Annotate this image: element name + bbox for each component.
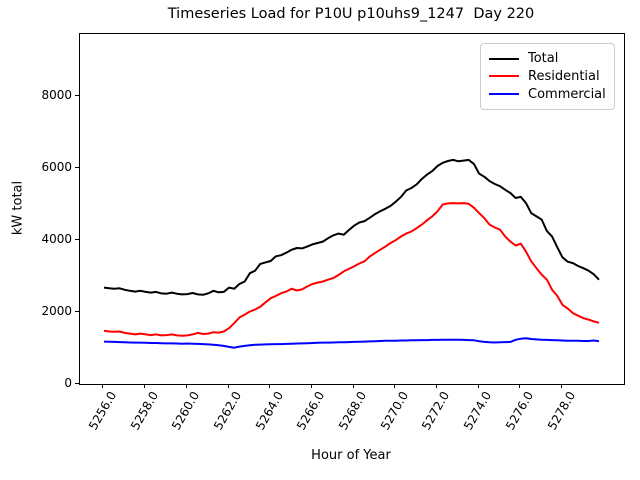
y-tick-mark <box>75 94 79 96</box>
legend-label: Residential <box>528 68 600 84</box>
x-tick-mark <box>394 384 396 388</box>
x-tick-mark <box>185 384 187 388</box>
x-tick-mark <box>144 384 146 388</box>
y-tick-label: 8000 <box>41 88 72 103</box>
total-line <box>103 158 600 296</box>
x-tick-mark <box>435 384 437 388</box>
x-tick-label: 5262.0 <box>211 389 245 433</box>
y-tick-mark <box>75 382 79 384</box>
legend-label: Total <box>528 51 559 67</box>
legend-entry-total: Total <box>489 51 606 66</box>
legend-label: Commercial <box>528 86 606 102</box>
x-tick-label: 5274.0 <box>461 389 495 433</box>
legend-line-sample <box>489 93 519 96</box>
x-tick-mark <box>519 384 521 388</box>
x-tick-label: 5272.0 <box>419 389 453 433</box>
legend: Total Residential Commercial <box>480 43 615 110</box>
y-tick-label: 2000 <box>41 304 72 319</box>
x-tick-mark <box>477 384 479 388</box>
y-tick-label: 0 <box>64 376 72 390</box>
y-tick-mark <box>75 238 79 240</box>
x-tick-mark <box>269 384 271 388</box>
x-tick-label: 5260.0 <box>169 389 203 433</box>
x-tick-mark <box>102 384 104 388</box>
x-tick-mark <box>227 384 229 388</box>
residential-line <box>103 202 600 337</box>
legend-entry-residential: Residential <box>489 69 606 84</box>
x-tick-label: 5266.0 <box>294 389 328 433</box>
x-tick-label: 5270.0 <box>377 389 411 433</box>
y-tick-mark <box>75 310 79 312</box>
x-tick-label: 5278.0 <box>544 389 578 433</box>
y-axis-label: kW total <box>10 180 26 236</box>
x-tick-label: 5268.0 <box>336 389 370 433</box>
legend-line-sample <box>489 75 519 78</box>
x-tick-label: 5264.0 <box>252 389 286 433</box>
x-tick-label: 5258.0 <box>127 389 161 433</box>
chart-title: Timeseries Load for P10U p10uhs9_1247 Da… <box>167 6 535 22</box>
x-tick-label: 5256.0 <box>85 389 120 433</box>
x-tick-mark <box>310 384 312 388</box>
plot-lines-canvas <box>103 158 600 349</box>
x-tick-label: 5276.0 <box>502 389 536 433</box>
y-tick-label: 6000 <box>41 160 72 175</box>
x-axis-label: Hour of Year <box>311 448 391 463</box>
y-tick-label: 4000 <box>41 232 72 247</box>
y-tick-mark <box>75 166 79 168</box>
x-tick-mark <box>352 384 354 388</box>
legend-line-sample <box>489 57 519 60</box>
x-tick-mark <box>561 384 562 388</box>
commercial-line <box>103 337 600 349</box>
legend-entry-commercial: Commercial <box>489 87 606 102</box>
